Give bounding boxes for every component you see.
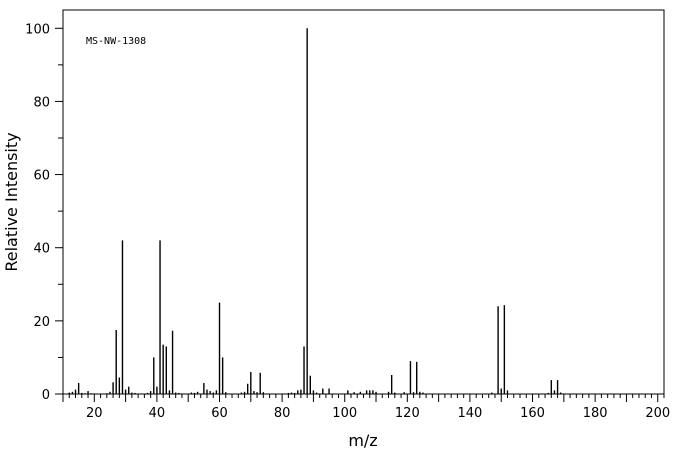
- y-tick-label: 60: [33, 169, 50, 184]
- x-tick-label: 180: [583, 406, 608, 421]
- y-tick-label: 80: [33, 95, 50, 110]
- x-axis-ticks: 20 40 60 80 100 120 140 160 180 200: [62, 394, 670, 421]
- y-axis-label: Relative Intensity: [2, 132, 21, 271]
- x-tick-label: 140: [458, 406, 483, 421]
- x-tick-label: 120: [395, 406, 420, 421]
- plot-frame: [62, 9, 665, 395]
- y-tick-label: 20: [33, 315, 50, 330]
- x-tick-label: 60: [211, 406, 228, 421]
- x-tick-label: 20: [86, 406, 103, 421]
- peak-group: [68, 28, 562, 394]
- y-tick-label: 40: [33, 242, 50, 257]
- x-tick-label: 160: [520, 406, 545, 421]
- x-axis-label: m/z: [348, 431, 377, 450]
- y-axis-ticks: 0 20 40 60 80 100: [25, 22, 63, 403]
- x-tick-label: 200: [645, 406, 670, 421]
- x-tick-label: 100: [332, 406, 357, 421]
- y-tick-label: 100: [25, 22, 50, 37]
- x-tick-label: 40: [149, 406, 166, 421]
- x-tick-label: 80: [274, 406, 291, 421]
- spectrum-id-annotation: MS-NW-1308: [86, 36, 146, 47]
- y-tick-label: 0: [42, 388, 50, 403]
